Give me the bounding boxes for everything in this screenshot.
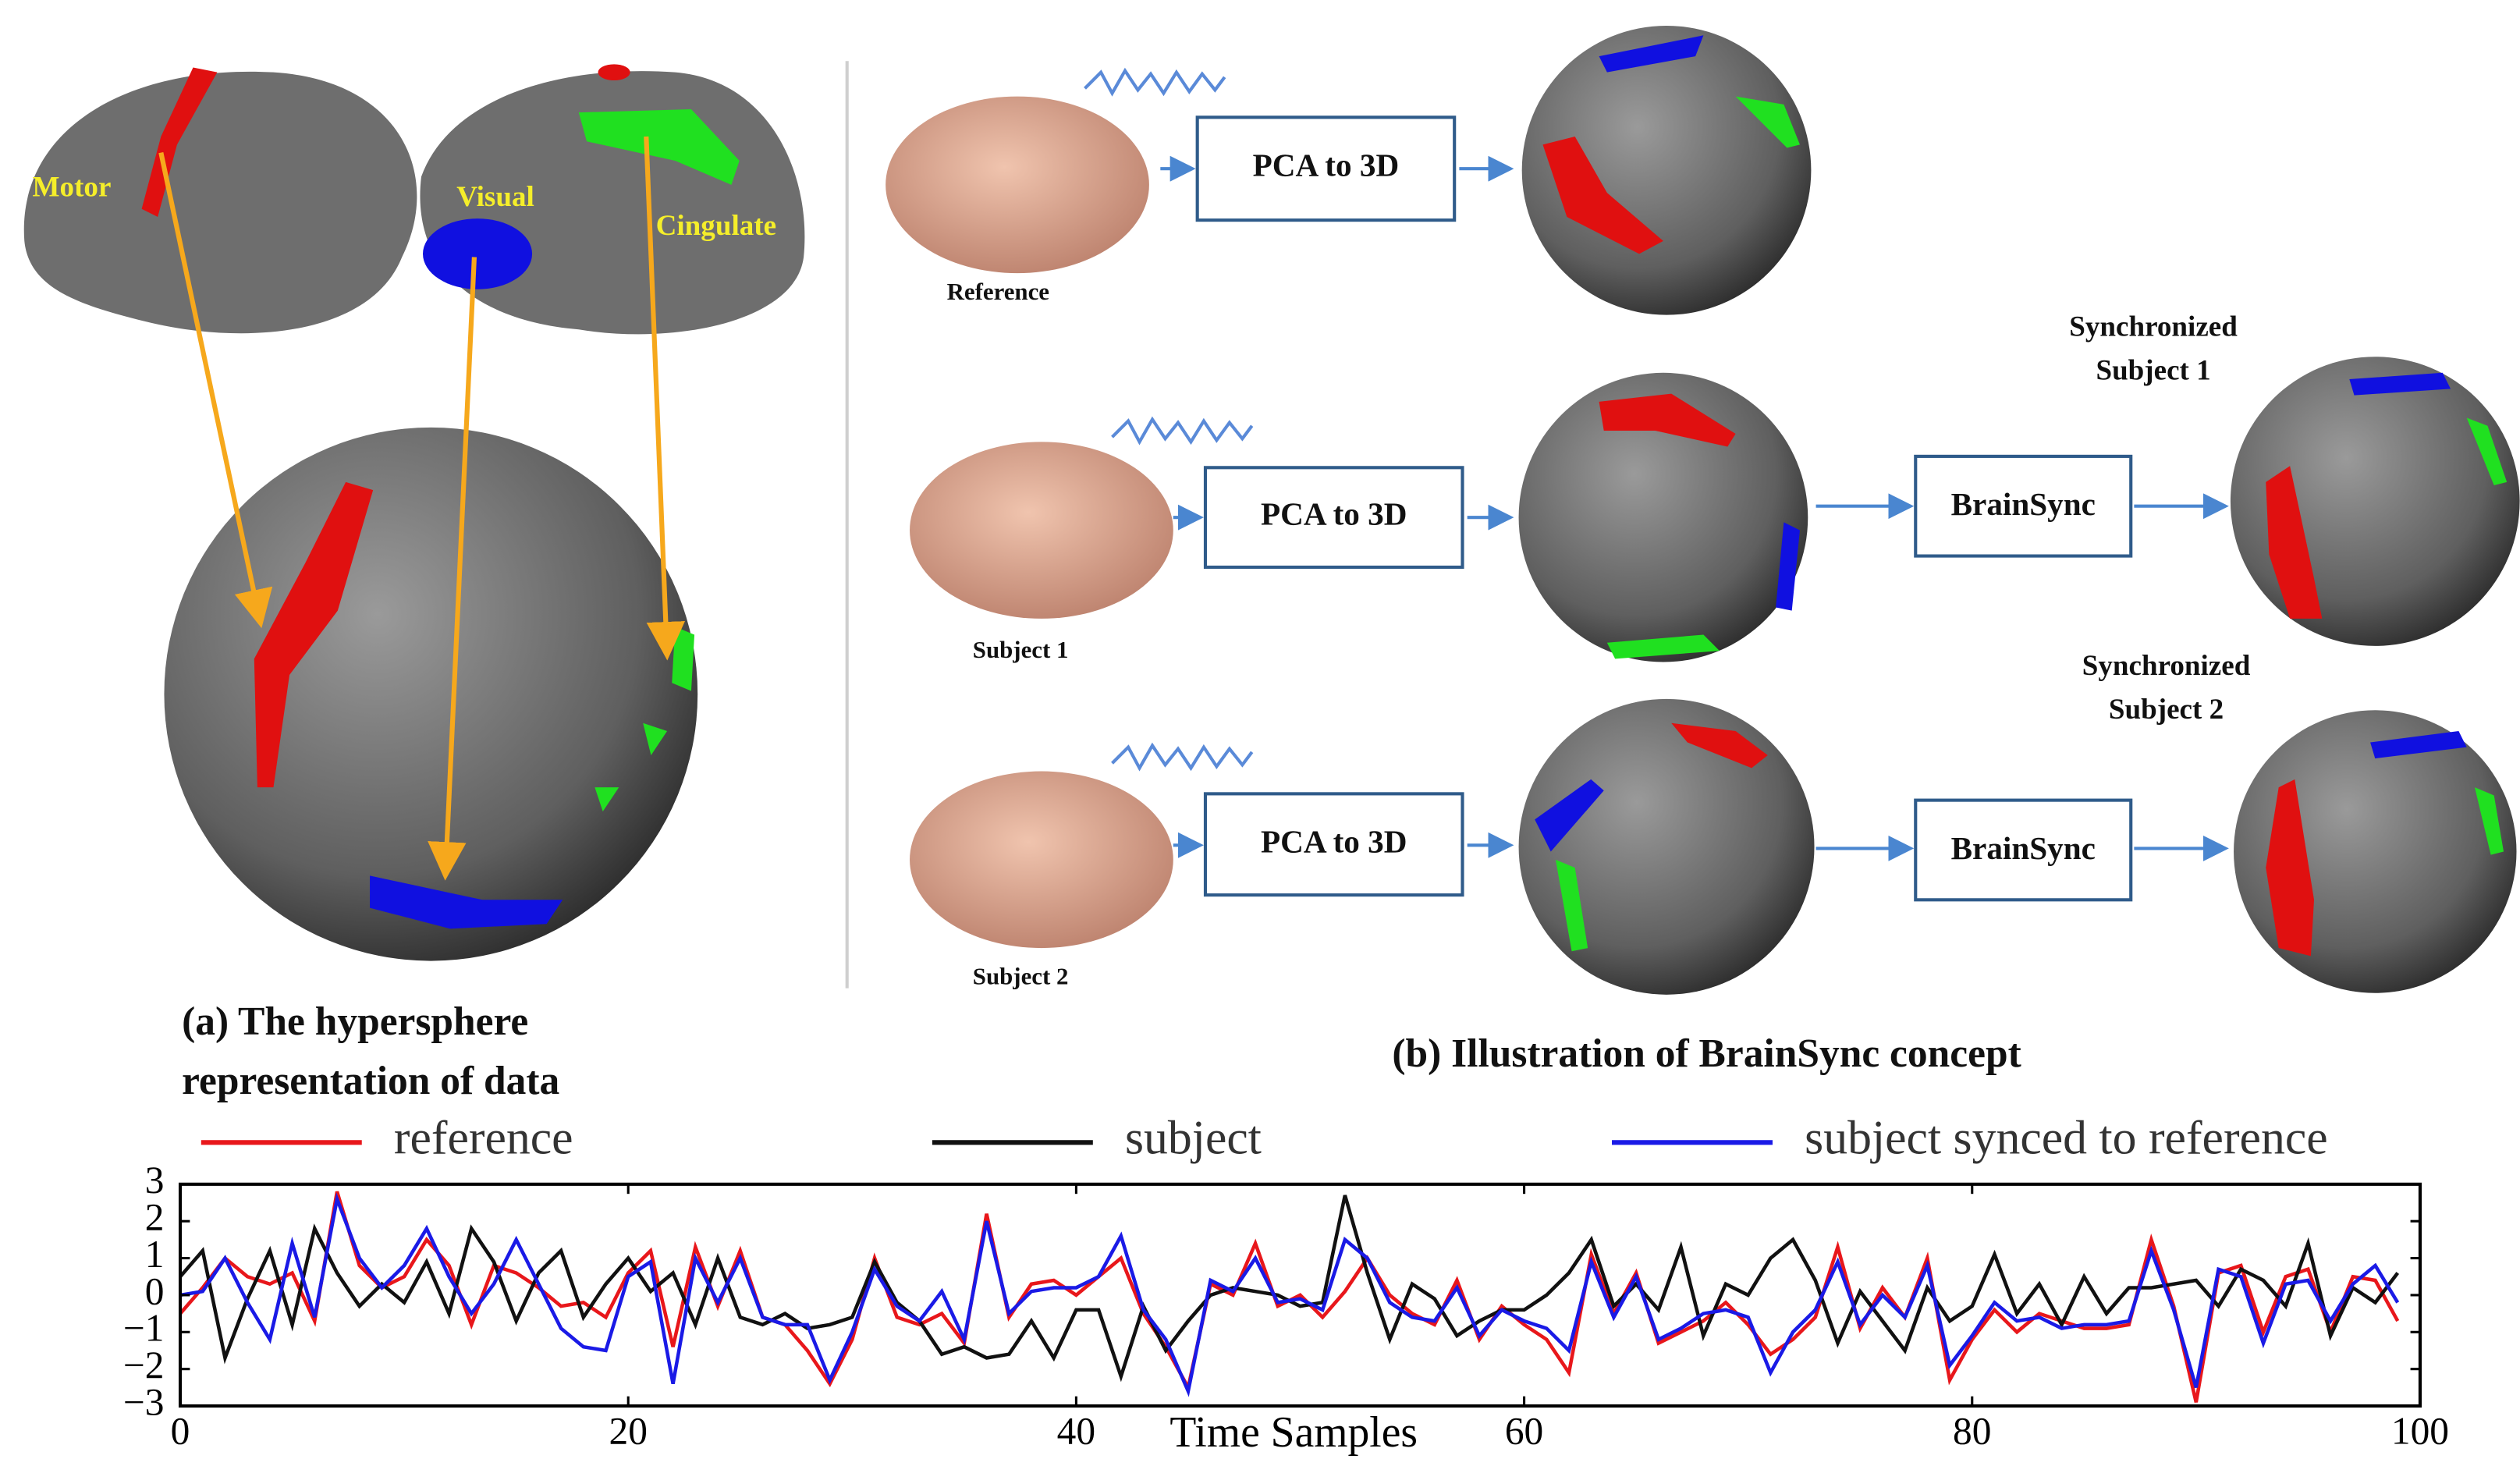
row-label: Subject 1: [973, 636, 1069, 663]
box-label: PCA to 3D: [1261, 496, 1407, 532]
x-tick-label: 20: [609, 1409, 648, 1452]
box-label: BrainSync: [1951, 830, 2096, 866]
sphere: [1519, 699, 1815, 995]
x-tick-label: 40: [1057, 1409, 1095, 1452]
y-tick-label: 1: [145, 1233, 165, 1276]
y-tick-label: 0: [145, 1269, 165, 1312]
region-label: Motor: [33, 172, 112, 204]
region-label: Visual: [456, 181, 534, 213]
visual-region: [423, 218, 532, 289]
brain: [910, 442, 1173, 619]
signal: [1113, 420, 1252, 442]
y-tick-label: −2: [123, 1344, 165, 1386]
region-label: Cingulate: [656, 210, 776, 242]
series-line: [180, 1191, 2398, 1402]
x-tick-label: 60: [1505, 1409, 1543, 1452]
box-label: PCA to 3D: [1253, 147, 1400, 183]
x-tick-label: 0: [171, 1409, 190, 1452]
signal: [1113, 746, 1252, 769]
y-tick-label: 3: [145, 1159, 165, 1202]
sync-label: Synchronized: [2082, 650, 2251, 682]
legend-label: subject synced to reference: [1805, 1111, 2327, 1164]
y-tick-label: −3: [123, 1380, 165, 1423]
signal: [1085, 71, 1225, 94]
brain: [886, 97, 1149, 274]
panel-b: Reference Subject 1 Subject 2 PCA to 3D …: [886, 26, 2519, 1076]
sync-label: Subject 1: [2096, 354, 2210, 386]
x-tick-label: 100: [2391, 1409, 2449, 1452]
caption: (a) The hypersphere: [182, 999, 528, 1044]
caption: representation of data: [182, 1059, 559, 1103]
x-axis-label: Time Samples: [1169, 1408, 1418, 1457]
sync-label: Subject 2: [2109, 694, 2224, 726]
region: [598, 64, 630, 80]
brain: [910, 772, 1173, 949]
row-label: Reference: [947, 278, 1049, 305]
x-tick-label: 80: [1953, 1409, 1991, 1452]
row-label: Subject 2: [973, 962, 1069, 989]
y-tick-label: −1: [123, 1307, 165, 1350]
caption: (b) Illustration of BrainSync concept: [1392, 1031, 2021, 1076]
box-label: PCA to 3D: [1261, 824, 1407, 860]
figure: Motor Visual Cingulate (a) The hypersphe…: [0, 0, 2520, 1459]
series-line: [180, 1199, 2398, 1391]
hypersphere: [164, 428, 697, 961]
panel-a: Motor Visual Cingulate (a) The hypersphe…: [24, 64, 805, 1103]
y-tick-label: 2: [145, 1196, 165, 1239]
legend-label: reference: [394, 1111, 573, 1164]
sync-label: Synchronized: [2069, 311, 2238, 343]
series-line: [180, 1195, 2398, 1376]
box-label: BrainSync: [1951, 486, 2096, 522]
legend-label: subject: [1125, 1111, 1262, 1164]
